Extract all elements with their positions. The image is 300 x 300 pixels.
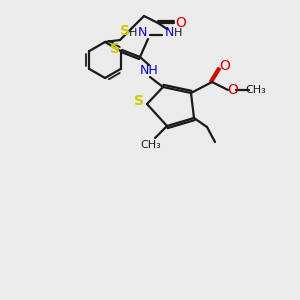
Text: O: O xyxy=(176,16,186,30)
Text: S: S xyxy=(134,94,144,108)
Text: NH: NH xyxy=(140,64,158,76)
Text: H: H xyxy=(174,28,182,38)
Text: CH₃: CH₃ xyxy=(246,85,266,95)
Text: N: N xyxy=(137,26,147,40)
Text: O: O xyxy=(220,59,230,73)
Text: O: O xyxy=(228,83,238,97)
Text: CH₃: CH₃ xyxy=(141,140,161,150)
Text: H: H xyxy=(129,28,137,38)
Text: S: S xyxy=(110,42,120,56)
Text: S: S xyxy=(120,24,130,38)
Text: N: N xyxy=(164,26,174,40)
